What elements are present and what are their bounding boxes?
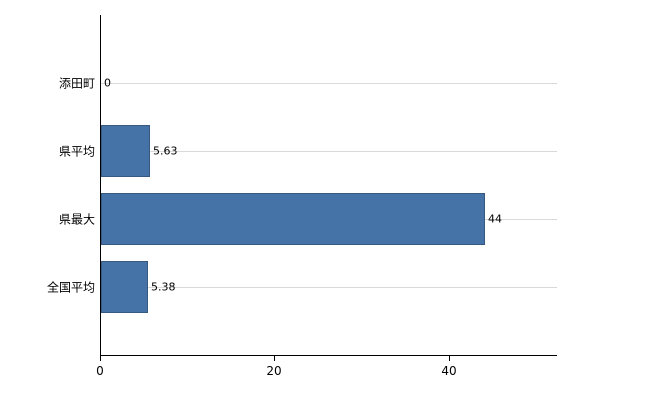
bar-value-label: 5.38 bbox=[151, 280, 176, 294]
bar bbox=[101, 125, 150, 177]
x-axis-tick-label: 0 bbox=[96, 364, 104, 378]
bar bbox=[101, 261, 148, 313]
x-axis-tick bbox=[100, 356, 101, 361]
y-axis-line bbox=[100, 15, 101, 356]
bar bbox=[101, 193, 485, 245]
bar-value-label: 0 bbox=[104, 76, 111, 90]
x-axis-line bbox=[100, 355, 557, 356]
bar-value-label: 44 bbox=[488, 212, 502, 226]
category-gridline bbox=[100, 151, 557, 152]
category-label: 全国平均 bbox=[46, 280, 95, 295]
category-label: 添田町 bbox=[58, 76, 95, 91]
x-axis-tick bbox=[449, 356, 450, 361]
category-label: 県平均 bbox=[58, 144, 95, 159]
category-gridline bbox=[100, 287, 557, 288]
category-gridline bbox=[100, 83, 557, 84]
x-axis-tick-label: 20 bbox=[266, 364, 282, 378]
x-axis-tick-label: 40 bbox=[441, 364, 457, 378]
category-label: 県最大 bbox=[58, 212, 95, 227]
bar-value-label: 5.63 bbox=[153, 144, 178, 158]
x-axis-tick bbox=[274, 356, 275, 361]
